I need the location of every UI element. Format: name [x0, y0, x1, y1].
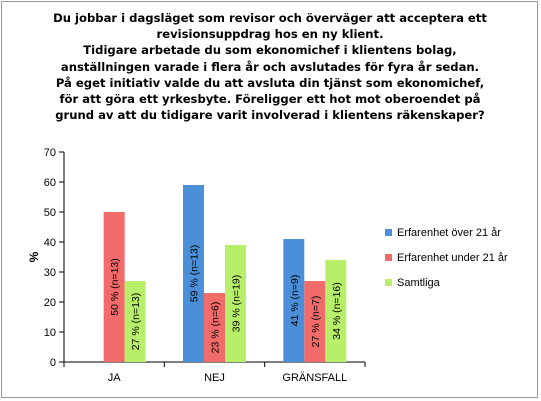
data-labels: 50 % (n=13) 27 % (n=13) 59 % (n=13) 23 % (n… — [109, 245, 343, 354]
data-label: 50 % (n=13) — [109, 258, 121, 316]
legend-label: Samtliga — [397, 277, 441, 289]
data-label: 39 % (n=19) — [231, 275, 243, 333]
bar — [225, 245, 246, 362]
y-tick-label: 0 — [50, 357, 56, 369]
title-line: grund av att du tidigare varit involvera… — [55, 108, 485, 123]
data-label: 34 % (n=16) — [331, 282, 343, 340]
data-label: 59 % (n=13) — [189, 245, 201, 303]
y-tick-label: 70 — [44, 147, 56, 159]
bar — [283, 239, 305, 362]
x-category-label: GRÄNSFALL — [282, 372, 347, 384]
title-line: Tidigare arbetade du som ekonomichef i k… — [83, 43, 457, 58]
legend-label: Erfarenhet över 21 år — [397, 227, 501, 239]
legend-swatch — [385, 254, 392, 261]
y-tick-label: 40 — [44, 237, 56, 249]
data-label: 27 % (n=13) — [130, 293, 142, 351]
x-category-label: JA — [108, 372, 122, 384]
title-line: Du jobbar i dagsläget som revisor och öv… — [53, 11, 487, 25]
y-tick-label: 60 — [44, 177, 56, 189]
y-tick-label: 20 — [44, 297, 56, 309]
bar — [325, 260, 347, 362]
title-line: På eget initiativ valde du att avsluta d… — [55, 75, 485, 90]
bar — [204, 293, 225, 362]
y-tick-label: 10 — [44, 327, 56, 339]
y-axis-label: % — [27, 251, 41, 262]
data-label: 23 % (n=6) — [210, 302, 222, 354]
bar — [183, 185, 204, 362]
y-tick-label: 50 — [44, 207, 56, 219]
bar — [304, 281, 326, 362]
legend-swatch — [385, 229, 392, 236]
legend-swatch — [385, 279, 392, 286]
title-line: anställningen varade i flera år och avsl… — [60, 59, 480, 74]
data-label: 27 % (n=7) — [310, 296, 322, 348]
bars — [103, 185, 347, 362]
legend-label: Erfarenhet under 21 år — [397, 252, 508, 264]
title-line: revisionsuppdrag hos en ny klient. — [156, 27, 384, 42]
data-label: 41 % (n=9) — [289, 275, 301, 327]
chart-title: Du jobbar i dagsläget som revisor och öv… — [40, 10, 500, 123]
x-category-label: NEJ — [204, 372, 225, 384]
title-line: för att göra ett yrkesbyte. Föreligger e… — [59, 92, 481, 107]
y-tick-label: 30 — [44, 267, 56, 279]
bar — [103, 212, 125, 362]
bar — [124, 281, 146, 362]
legend: Erfarenhet över 21 år Erfarenhet under 21… — [385, 227, 508, 289]
